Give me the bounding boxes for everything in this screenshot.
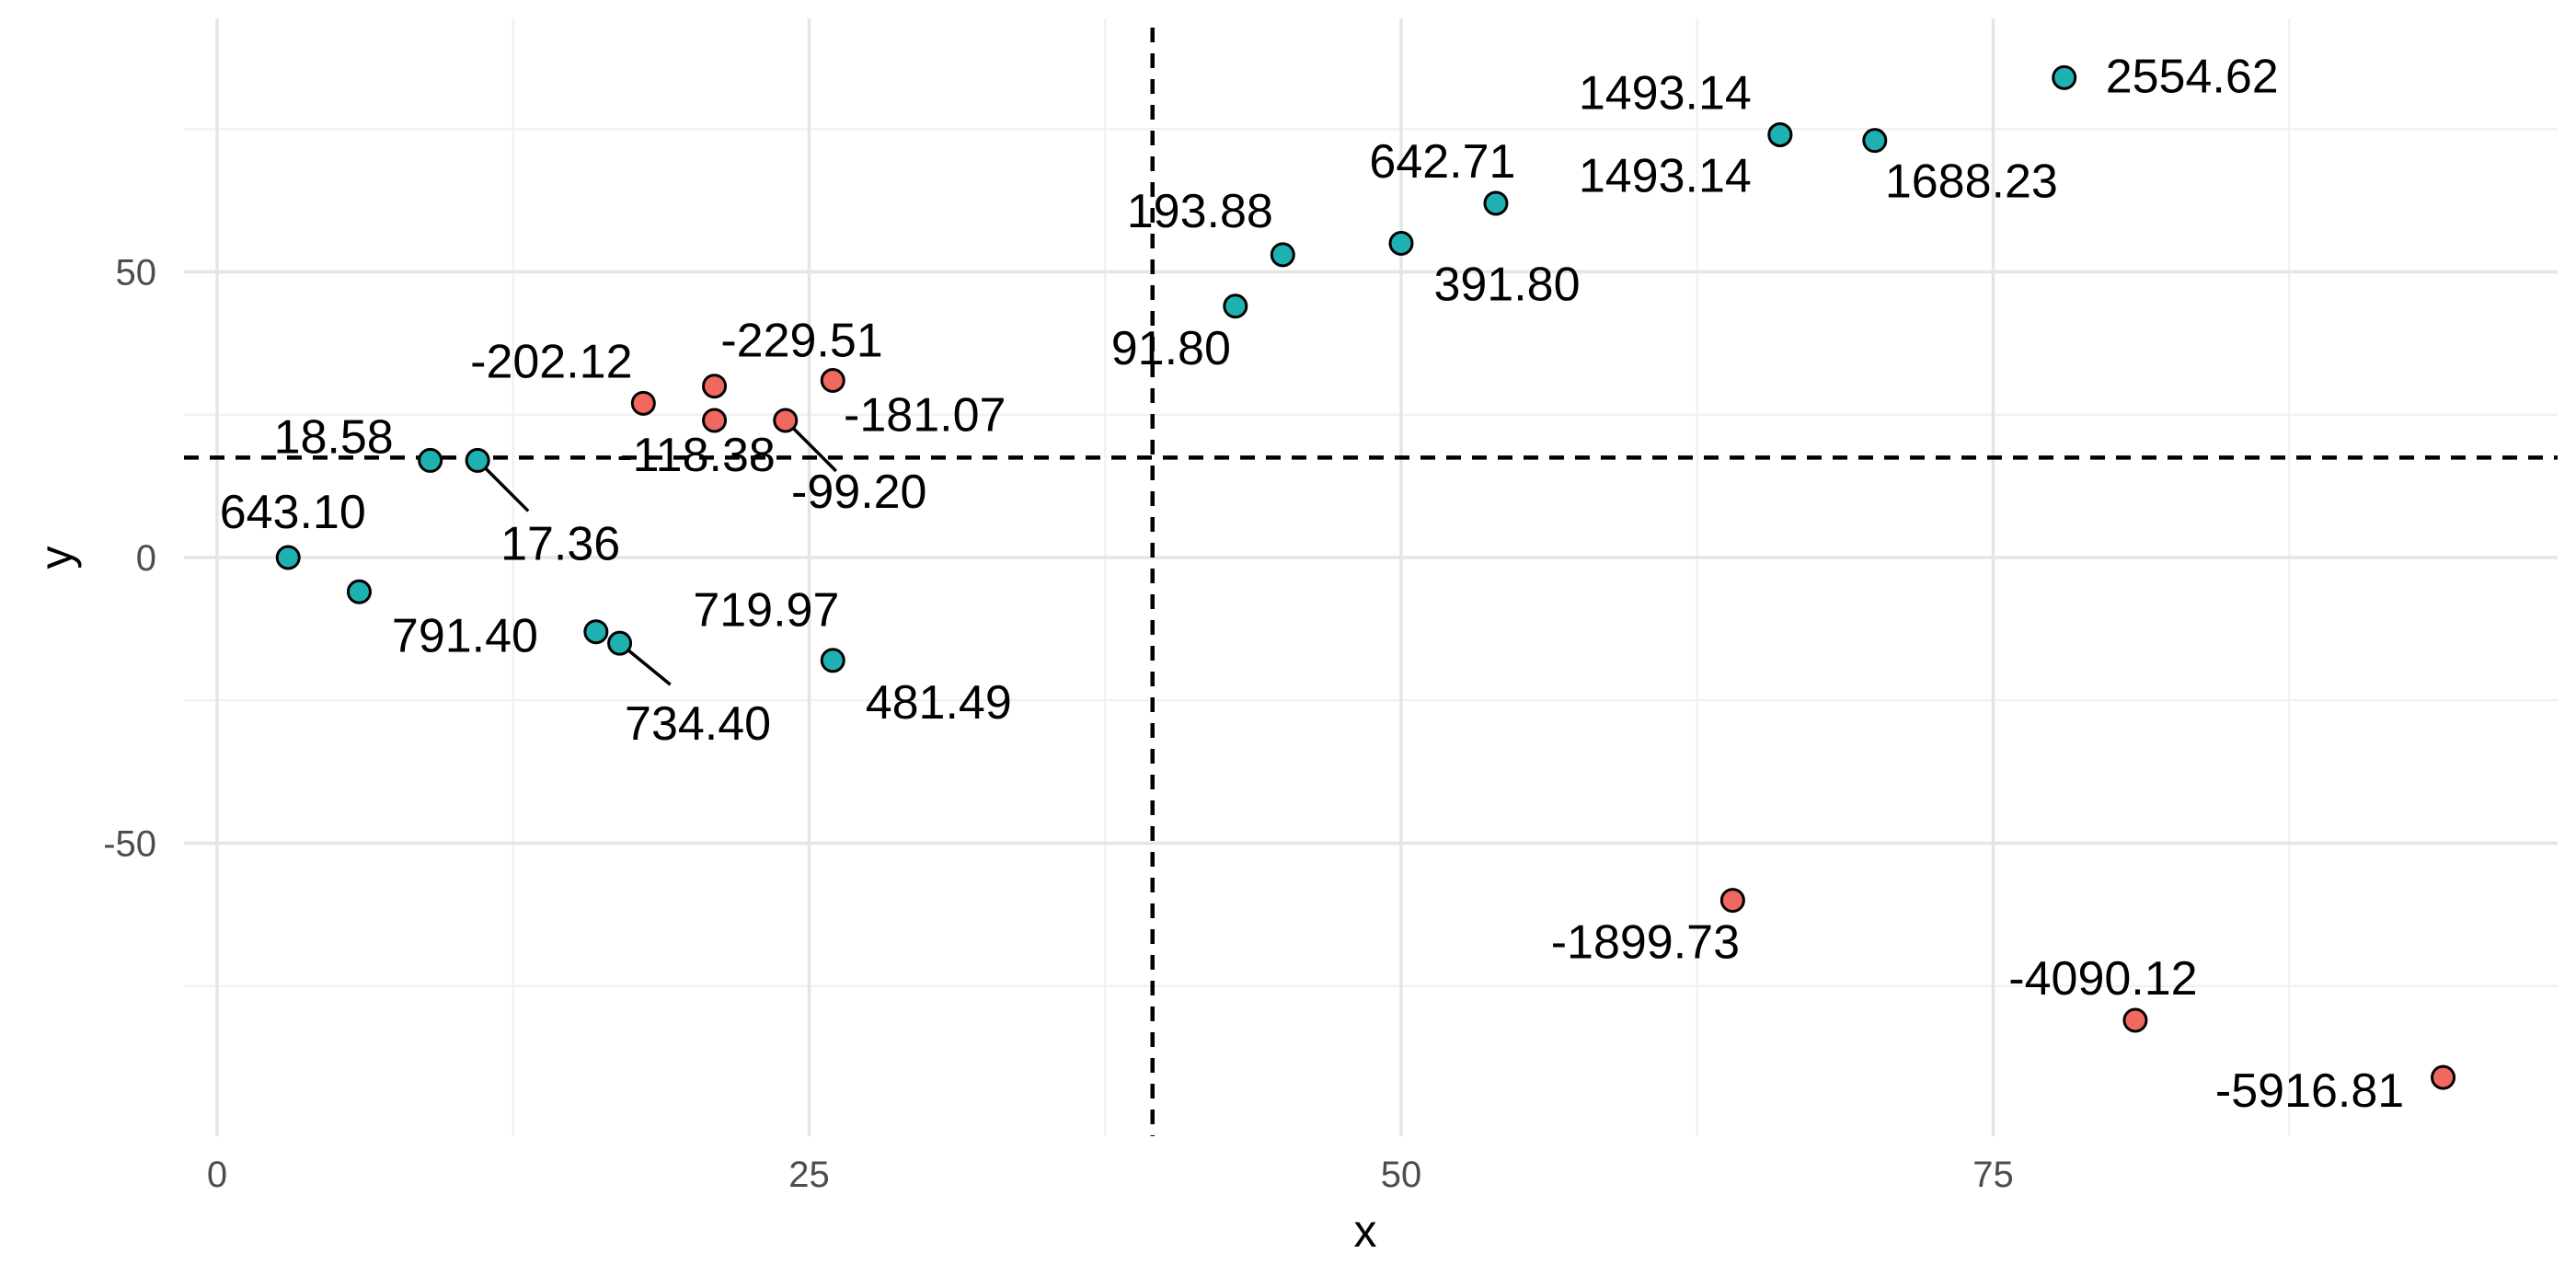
data-point — [1862, 128, 1888, 154]
data-point — [820, 367, 845, 393]
data-point — [2052, 64, 2077, 90]
x-tick-label: 50 — [1381, 1155, 1422, 1195]
point-label: 91.80 — [1111, 322, 1231, 375]
data-point — [773, 408, 799, 433]
point-label: 1493.14 — [1579, 149, 1752, 202]
point-label: 1688.23 — [1885, 155, 2058, 209]
data-point — [1719, 888, 1745, 914]
point-label: -118.38 — [616, 429, 776, 482]
data-point — [1388, 230, 1414, 256]
data-point — [1483, 190, 1509, 216]
point-label: -202.12 — [470, 335, 632, 388]
data-point — [2122, 1007, 2148, 1033]
data-point — [1767, 121, 1793, 147]
data-point — [820, 648, 845, 673]
data-point — [630, 390, 656, 416]
point-labels: 643.10 791.40 18.58 17.36 719.97 734.40 -202.1… — [220, 50, 2405, 1118]
y-tick-label: 50 — [116, 253, 157, 293]
point-label: 734.40 — [625, 697, 771, 751]
point-label: 481.49 — [866, 676, 1012, 730]
data-point — [1270, 242, 1295, 268]
point-label: -99.20 — [791, 466, 926, 519]
data-point — [346, 579, 372, 604]
point-label: -4090.12 — [2008, 952, 2197, 1006]
point-label: 193.88 — [1127, 185, 1273, 238]
y-axis-title: y — [30, 546, 82, 569]
data-point — [465, 447, 490, 473]
data-point — [702, 408, 728, 433]
data-point — [583, 619, 609, 645]
data-point — [275, 545, 301, 570]
y-tick-label: -50 — [103, 824, 156, 865]
x-tick-label: 25 — [788, 1155, 830, 1195]
reference-lines — [184, 28, 2558, 1136]
point-label: 719.97 — [693, 584, 839, 638]
point-label: 18.58 — [274, 410, 394, 464]
point-label: -229.51 — [720, 315, 882, 368]
data-point — [418, 447, 443, 473]
point-label: -5916.81 — [2215, 1064, 2404, 1118]
x-tick-label: 0 — [207, 1155, 227, 1195]
point-label: 791.40 — [392, 609, 538, 662]
point-label: -1899.73 — [1551, 916, 1740, 970]
x-tick-label: 75 — [1972, 1155, 2014, 1195]
data-points — [275, 64, 2456, 1090]
point-label: 643.10 — [220, 486, 366, 539]
point-label: 17.36 — [500, 517, 620, 570]
point-label: 642.71 — [1369, 135, 1515, 189]
point-label: 1493.14 — [1579, 66, 1752, 120]
axis-tick-labels: 0 25 50 75 -50 0 50 — [103, 253, 2014, 1196]
x-axis-title: x — [1354, 1205, 1377, 1257]
point-label: 2554.62 — [2106, 50, 2279, 103]
data-point — [702, 374, 728, 399]
data-point — [1223, 293, 1248, 319]
grid-lines — [184, 18, 2558, 1136]
point-label: -181.07 — [844, 388, 1006, 442]
data-point — [607, 630, 633, 656]
data-point — [2431, 1064, 2456, 1090]
point-label: 391.80 — [1433, 258, 1580, 311]
y-tick-label: 0 — [136, 538, 156, 579]
